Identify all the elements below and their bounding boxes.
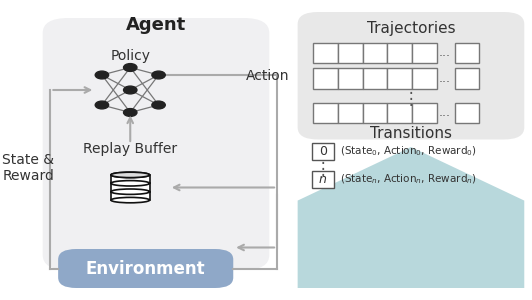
Ellipse shape bbox=[111, 181, 149, 186]
FancyBboxPatch shape bbox=[312, 171, 334, 188]
FancyBboxPatch shape bbox=[313, 43, 338, 63]
FancyBboxPatch shape bbox=[313, 103, 338, 123]
FancyBboxPatch shape bbox=[312, 143, 334, 160]
Circle shape bbox=[123, 64, 137, 71]
FancyBboxPatch shape bbox=[412, 43, 437, 63]
FancyBboxPatch shape bbox=[338, 43, 362, 63]
Circle shape bbox=[95, 101, 109, 109]
FancyBboxPatch shape bbox=[412, 103, 437, 123]
Bar bbox=[111, 192, 149, 200]
Circle shape bbox=[123, 86, 137, 94]
FancyBboxPatch shape bbox=[58, 249, 233, 288]
Text: ⋮: ⋮ bbox=[314, 160, 331, 178]
Text: ...: ... bbox=[439, 72, 451, 85]
FancyBboxPatch shape bbox=[362, 103, 387, 123]
Circle shape bbox=[123, 109, 137, 116]
Text: Agent: Agent bbox=[126, 16, 186, 34]
FancyBboxPatch shape bbox=[313, 68, 338, 88]
Text: ...: ... bbox=[439, 106, 451, 119]
Polygon shape bbox=[297, 147, 524, 288]
Circle shape bbox=[152, 101, 165, 109]
Ellipse shape bbox=[111, 189, 149, 194]
FancyBboxPatch shape bbox=[297, 12, 524, 140]
Circle shape bbox=[152, 71, 165, 79]
Bar bbox=[111, 175, 149, 183]
Text: ...: ... bbox=[439, 46, 451, 59]
FancyBboxPatch shape bbox=[362, 43, 387, 63]
Text: Transitions: Transitions bbox=[370, 126, 452, 141]
FancyBboxPatch shape bbox=[43, 18, 269, 270]
Text: (State$_0$, Action$_0$, Reward$_0$): (State$_0$, Action$_0$, Reward$_0$) bbox=[340, 145, 477, 158]
Text: 0: 0 bbox=[319, 145, 327, 158]
FancyBboxPatch shape bbox=[338, 68, 362, 88]
Text: State &
Reward: State & Reward bbox=[2, 153, 54, 183]
FancyBboxPatch shape bbox=[362, 68, 387, 88]
Ellipse shape bbox=[111, 197, 149, 203]
Bar bbox=[111, 183, 149, 192]
FancyBboxPatch shape bbox=[387, 103, 412, 123]
Text: Action: Action bbox=[246, 70, 289, 83]
FancyBboxPatch shape bbox=[338, 103, 362, 123]
Circle shape bbox=[95, 71, 109, 79]
FancyBboxPatch shape bbox=[455, 103, 479, 123]
Text: ⋮: ⋮ bbox=[403, 90, 419, 108]
FancyBboxPatch shape bbox=[412, 68, 437, 88]
Text: Policy: Policy bbox=[110, 49, 150, 62]
Text: n: n bbox=[319, 173, 327, 186]
Text: Trajectories: Trajectories bbox=[367, 21, 455, 36]
Text: Replay Buffer: Replay Buffer bbox=[83, 142, 177, 155]
Ellipse shape bbox=[111, 172, 149, 178]
FancyBboxPatch shape bbox=[387, 68, 412, 88]
Text: Environment: Environment bbox=[86, 260, 205, 278]
FancyBboxPatch shape bbox=[455, 68, 479, 88]
Text: (State$_n$, Action$_n$, Reward$_n$): (State$_n$, Action$_n$, Reward$_n$) bbox=[340, 172, 477, 186]
FancyBboxPatch shape bbox=[387, 43, 412, 63]
Ellipse shape bbox=[111, 172, 149, 178]
FancyBboxPatch shape bbox=[455, 43, 479, 63]
